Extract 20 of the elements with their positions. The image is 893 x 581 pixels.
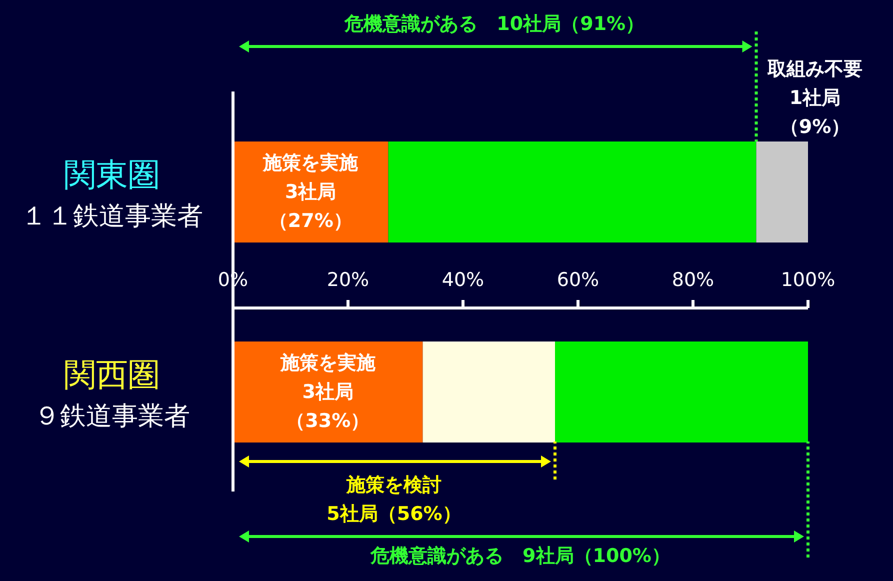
text: １１鉄道事業者 bbox=[21, 202, 203, 232]
y-tick-label: 関西圏 bbox=[64, 356, 160, 394]
text: 5社局（56%） bbox=[326, 502, 462, 526]
x-tick-label: 20% bbox=[326, 269, 370, 291]
bar bbox=[756, 142, 808, 242]
y-tick-label: 関東圏 bbox=[64, 156, 160, 194]
text: 危機意識がある 10社局（91%） bbox=[343, 12, 646, 36]
x-tick-label: 80% bbox=[672, 269, 714, 291]
bar bbox=[422, 342, 555, 442]
bar bbox=[388, 142, 756, 242]
annotation: 施策を実施3社局（27%） bbox=[262, 150, 360, 234]
bar bbox=[555, 342, 808, 442]
x-tick-label: 100% bbox=[780, 269, 836, 291]
annotation: 施策を検討 bbox=[345, 472, 442, 498]
annotation: 施策を実施3社局（33%） bbox=[279, 350, 376, 434]
text: ９鉄道事業者 bbox=[34, 402, 190, 432]
annotation: 取組み不要1社局（9%） bbox=[766, 56, 864, 140]
x-tick-label: 60% bbox=[556, 269, 600, 291]
x-tick-label: 40% bbox=[442, 269, 484, 291]
text: 危機意識がある 9社局（100%） bbox=[369, 544, 672, 568]
